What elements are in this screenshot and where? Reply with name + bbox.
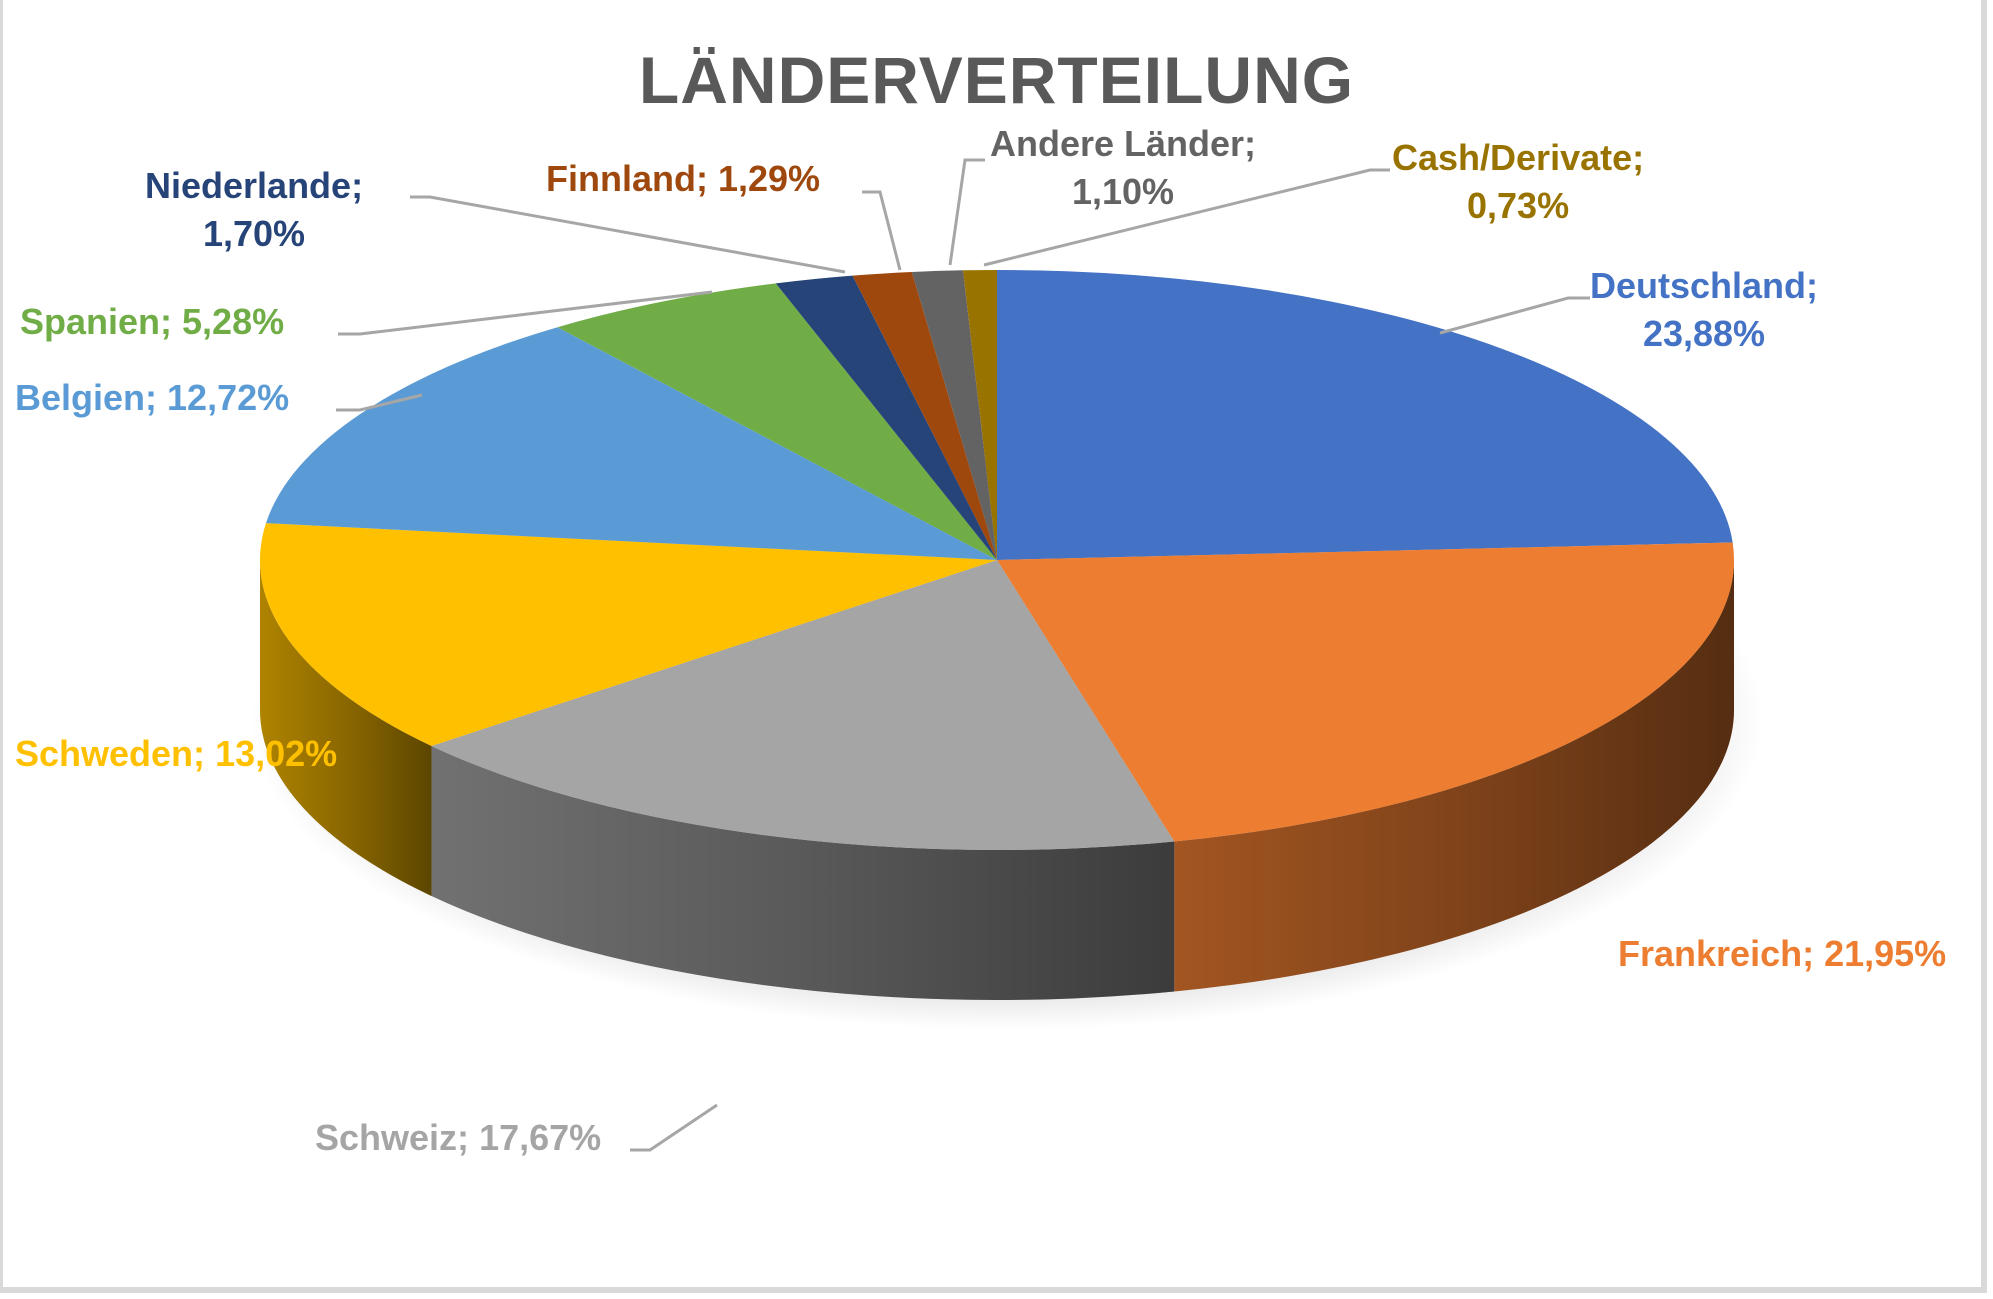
label-schweden: Schweden; 13,02% [15,733,338,774]
label-deutschland: Deutschland; 23,88% [1590,265,1819,354]
pie-slice-spanien [557,283,997,560]
label-schweiz: Schweiz; 17,67% [315,1117,602,1158]
pie-slice-schweden [260,523,997,746]
pie-slice-finnland [852,271,997,560]
leader-lines [336,158,1590,1152]
label-cash-derivate: Cash/Derivate; 0,73% [1392,137,1645,226]
pie-slice-cash-derivate [962,270,997,560]
label-niederlande: Niederlande; 1,70% [145,165,364,254]
label-belgien: Belgien; 12,72% [15,377,290,418]
chart-title: LÄNDERVERTEILUNG [638,43,1355,117]
label-finnland: Finnland; 1,29% [546,158,821,199]
label-spanien: Spanien; 5,28% [20,301,285,342]
label-frankreich: Frankreich; 21,95% [1618,933,1947,974]
pie-slice-schweiz [431,560,1175,850]
pie-slice-niederlande [775,275,997,560]
pie-sides [260,560,1734,1001]
pie-slice-andere-l-nder [911,270,997,560]
pie-top [260,270,1734,850]
label-andere-laender: Andere Länder; 1,10% [990,123,1257,212]
pie-slice-frankreich [997,542,1734,842]
pie-slice-belgien [265,327,997,560]
pie-slice-deutschland [997,270,1733,560]
